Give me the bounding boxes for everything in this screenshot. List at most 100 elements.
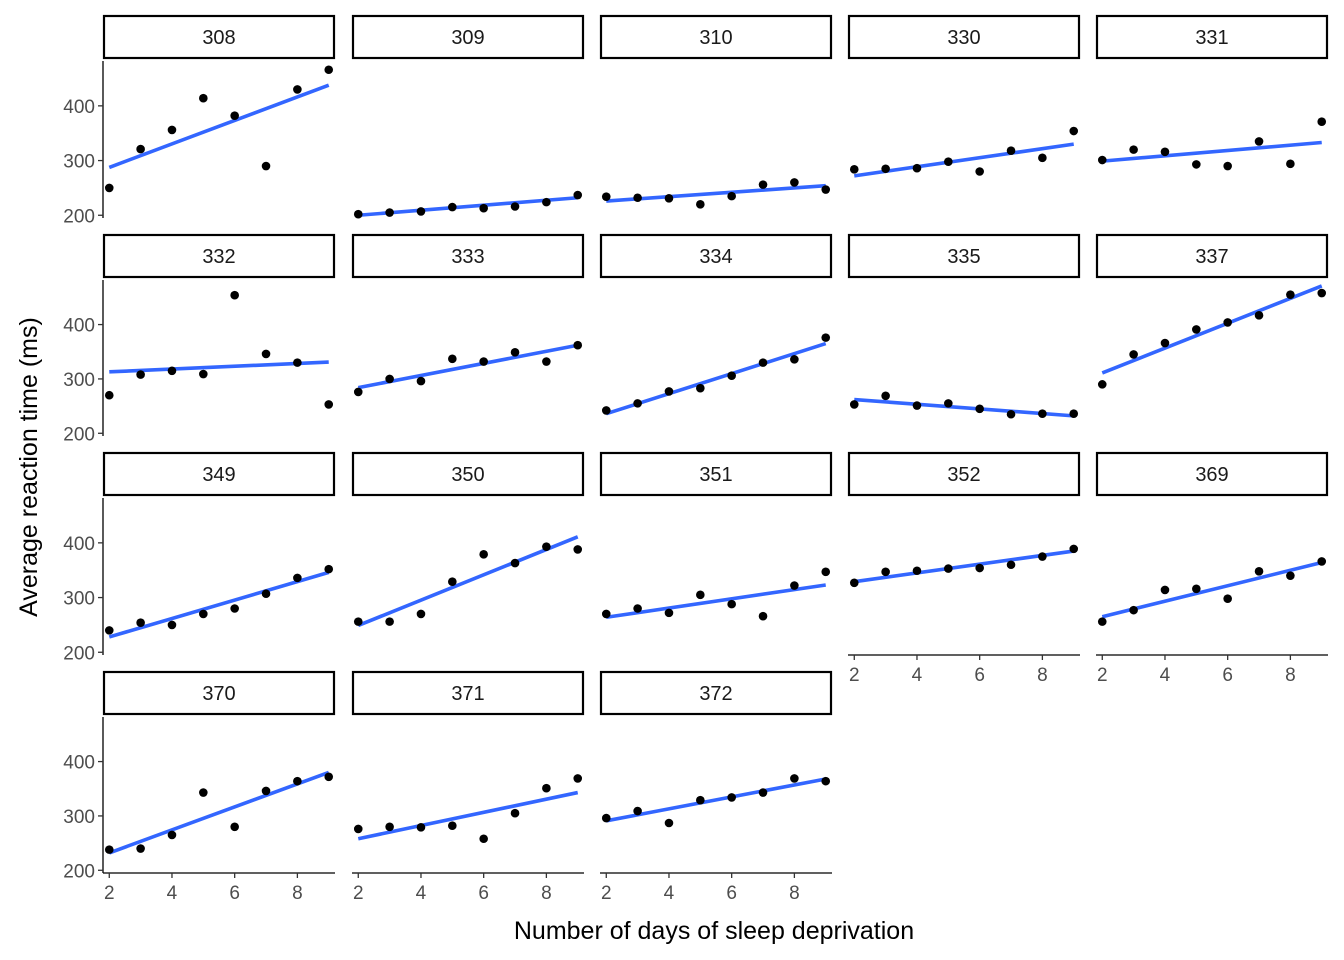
x-tick-label: 6 xyxy=(974,665,985,686)
x-tick-label: 8 xyxy=(1037,665,1048,686)
facet-panel-369: 369 2 4 6 8 xyxy=(1095,451,1329,686)
y-tick-label: 400 xyxy=(63,534,95,555)
facet-strip xyxy=(599,233,833,279)
data-point xyxy=(696,383,705,393)
regression-line xyxy=(1102,140,1322,163)
regression-line xyxy=(606,183,826,203)
data-point xyxy=(1286,571,1295,580)
facet-strip xyxy=(847,14,1081,60)
x-tick-label: 4 xyxy=(1160,665,1171,686)
data-point xyxy=(1038,409,1047,419)
x-tick-label: 2 xyxy=(104,883,115,904)
x-tick-label: 4 xyxy=(416,883,427,904)
facet-strip-label: 334 xyxy=(699,246,732,268)
facet-panel-333: 333 xyxy=(351,233,585,397)
data-point xyxy=(573,340,583,350)
facet-panel-372: 372 2 4 6 8 xyxy=(599,670,833,904)
data-point xyxy=(167,125,177,135)
data-point xyxy=(573,545,583,554)
regression-line xyxy=(1101,560,1323,619)
data-point xyxy=(912,163,922,173)
data-point xyxy=(1006,146,1016,156)
x-tick-label: 8 xyxy=(789,883,800,904)
data-point xyxy=(1006,409,1016,419)
data-point xyxy=(167,830,177,840)
facet-panel-349: 349 200 300 400 xyxy=(63,451,336,664)
data-point xyxy=(633,399,642,408)
data-point xyxy=(790,178,799,187)
data-point xyxy=(881,567,890,577)
regression-line xyxy=(854,549,1074,584)
data-point xyxy=(136,370,145,379)
data-point xyxy=(510,347,520,357)
regression-line xyxy=(605,341,827,416)
facet-strip-label: 370 xyxy=(202,683,235,705)
y-tick-label: 400 xyxy=(63,97,95,118)
data-point xyxy=(849,165,859,174)
facet-strip xyxy=(599,670,833,716)
data-point xyxy=(324,772,334,782)
y-tick-label: 200 xyxy=(63,206,95,227)
facet-strip-label: 309 xyxy=(451,27,484,49)
data-point xyxy=(136,144,145,154)
y-tick-label: 400 xyxy=(63,753,95,774)
regression-line xyxy=(108,770,330,855)
facet-panel-309: 309 xyxy=(351,14,585,219)
data-point xyxy=(790,774,799,783)
data-point xyxy=(601,406,611,415)
data-point xyxy=(912,401,922,410)
data-point xyxy=(136,844,145,853)
regression-line xyxy=(854,142,1074,178)
data-point xyxy=(1160,338,1170,348)
data-point xyxy=(542,783,551,793)
facet-strip xyxy=(351,451,585,497)
data-point xyxy=(975,563,984,573)
data-point xyxy=(727,793,736,802)
data-point xyxy=(542,197,551,207)
data-point xyxy=(664,608,674,618)
facet-panel-331: 331 xyxy=(1095,14,1329,171)
x-tick-label: 6 xyxy=(1222,665,1233,686)
data-point xyxy=(199,788,208,797)
facet-panel-352: 352 2 4 6 8 xyxy=(847,451,1081,686)
data-point xyxy=(416,823,426,832)
facet-strip xyxy=(351,233,585,279)
y-tick-label: 400 xyxy=(63,316,95,337)
data-point xyxy=(727,191,736,201)
data-point xyxy=(1097,155,1107,165)
regression-line xyxy=(109,360,329,374)
x-tick-label: 2 xyxy=(353,883,364,904)
y-axis-title: Average reaction time (ms) xyxy=(15,317,43,617)
facet-strip-label: 333 xyxy=(451,246,484,268)
data-point xyxy=(199,93,208,103)
data-point xyxy=(353,387,363,397)
data-point xyxy=(821,185,831,194)
facet-panel-351: 351 xyxy=(599,451,833,621)
facet-panel-337: 337 xyxy=(1095,233,1329,389)
data-point xyxy=(881,164,890,174)
data-point xyxy=(293,85,302,94)
data-point xyxy=(944,399,953,408)
panels-layer: 308 200 300 400 309 310 330 331 332 200 300 400 333 3… xyxy=(63,14,1329,904)
data-point xyxy=(1286,159,1295,169)
regression-line xyxy=(108,570,330,639)
data-point xyxy=(1038,153,1047,163)
data-point xyxy=(1069,409,1079,419)
data-point xyxy=(944,564,953,573)
data-point xyxy=(448,577,457,586)
facet-panel-371: 371 2 4 6 8 xyxy=(351,670,585,904)
data-point xyxy=(1129,605,1138,615)
facet-strip xyxy=(599,451,833,497)
data-point xyxy=(230,290,239,300)
facet-strip-label: 335 xyxy=(947,246,980,268)
y-tick-label: 200 xyxy=(63,424,95,445)
data-point xyxy=(573,774,583,783)
data-point xyxy=(664,387,674,396)
data-point xyxy=(416,609,426,619)
data-point xyxy=(510,558,520,568)
x-axis-title: Number of days of sleep deprivation xyxy=(514,917,914,945)
data-point xyxy=(479,550,488,559)
data-point xyxy=(510,808,520,818)
facet-strip-label: 310 xyxy=(699,27,732,49)
